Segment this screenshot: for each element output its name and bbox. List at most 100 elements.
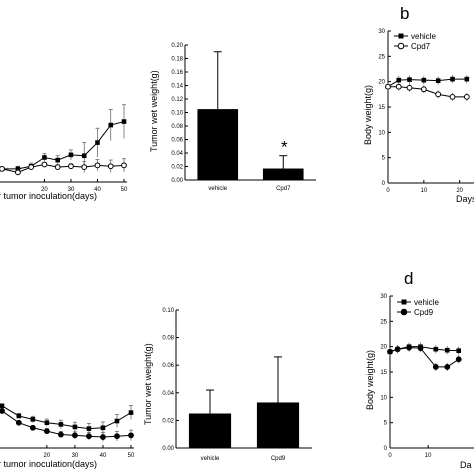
data-point-square — [464, 76, 470, 82]
x-category-label: Cpd9 — [271, 456, 286, 462]
bar-cpd9 — [256, 402, 300, 448]
x-axis-label: Da — [460, 460, 472, 470]
data-point-circle — [15, 169, 21, 176]
y-tick-label: 0.20 — [171, 43, 183, 49]
y-tick-label: 10 — [380, 395, 387, 401]
y-tick-label: 0.18 — [171, 57, 183, 63]
bar-vehicle — [197, 109, 239, 180]
y-tick-label: 15 — [380, 370, 387, 376]
legend-label-vehicle: vehicle — [414, 298, 439, 307]
chart-top-left: 20 30 40 50 r tumor inoculation(days) — [0, 104, 128, 201]
data-point-square — [81, 153, 87, 159]
legend-label-cpd9: Cpd9 — [414, 308, 434, 317]
y-tick-label: 30 — [378, 29, 385, 35]
series-line-square — [1, 405, 132, 430]
y-axis-label: Tumor wet weight(g) — [143, 343, 153, 425]
data-point-square — [16, 413, 22, 419]
significance-star: * — [281, 138, 288, 157]
data-point-square — [128, 410, 134, 415]
x-tick-label: 20 — [456, 188, 463, 194]
data-point-circle — [395, 83, 402, 90]
data-point-square — [407, 77, 412, 82]
x-tick-label: 30 — [72, 453, 79, 459]
series-line-circle — [1, 410, 132, 438]
data-point-circle — [107, 163, 114, 170]
data-point-circle — [406, 84, 413, 91]
data-point-circle — [449, 93, 456, 100]
y-tick-label: 0.08 — [171, 124, 183, 130]
data-point-square — [108, 122, 114, 128]
data-point-circle — [28, 164, 35, 171]
data-point-square — [100, 425, 106, 431]
data-point-circle — [444, 364, 451, 370]
x-tick-label: 50 — [128, 453, 135, 459]
y-tick-label: 0.00 — [162, 446, 174, 452]
y-axis-label: Body weight(g) — [365, 350, 375, 410]
legend-marker-square — [398, 33, 404, 39]
y-tick-label: 0.00 — [171, 178, 183, 184]
data-point-square — [121, 119, 127, 124]
y-tick-label: 0.10 — [162, 308, 174, 314]
y-tick-label: 30 — [380, 294, 387, 300]
data-point-square — [421, 77, 427, 83]
y-tick-label: 15 — [378, 105, 385, 111]
x-tick-label: 20 — [41, 187, 48, 193]
data-point-circle — [0, 165, 5, 172]
x-axis-label: Days — [456, 194, 474, 204]
y-tick-label: 0.04 — [162, 391, 174, 397]
x-tick-label: 20 — [44, 453, 51, 459]
data-point-circle — [417, 345, 424, 352]
data-point-circle — [0, 408, 5, 414]
y-tick-label: 0.14 — [171, 84, 183, 90]
y-tick-label: 0.06 — [162, 363, 174, 369]
data-point-circle — [406, 344, 412, 351]
data-point-circle — [94, 162, 101, 169]
y-tick-label: 0 — [384, 446, 388, 452]
data-point-circle — [29, 424, 36, 431]
y-tick-label: 25 — [380, 319, 387, 325]
data-point-circle — [81, 164, 88, 171]
data-point-circle — [394, 346, 401, 353]
legend-marker-square — [401, 299, 407, 305]
data-point-square — [456, 348, 462, 354]
x-tick-label: 40 — [100, 453, 107, 459]
y-tick-label: 0.06 — [171, 138, 183, 144]
x-category-label: vehicle — [208, 186, 227, 192]
series-line-square — [2, 121, 125, 170]
legend-marker-circle — [397, 42, 405, 50]
data-point-circle — [121, 162, 127, 169]
legend: vehicle Cpd7 — [394, 32, 436, 51]
y-tick-label: 5 — [382, 156, 386, 162]
data-point-circle — [435, 91, 442, 98]
data-point-circle — [128, 432, 134, 439]
x-tick-label: 40 — [94, 187, 101, 193]
x-axis-label: r tumor inoculation(days) — [0, 459, 97, 469]
legend-label-vehicle: vehicle — [411, 32, 436, 41]
y-axis-label: Body weight(g) — [363, 85, 373, 145]
data-point-circle — [463, 93, 470, 100]
panel-letter-d: d — [404, 269, 413, 288]
data-point-square — [42, 155, 47, 160]
bar-vehicle — [188, 413, 232, 448]
legend-marker-circle — [400, 308, 408, 316]
data-point-square — [30, 417, 36, 422]
y-tick-label: 5 — [384, 421, 388, 427]
chart-bottom-right: 0 5 10 15 20 25 30 0 10 Body weight(g) Da vehicl… — [365, 294, 474, 470]
x-tick-label: 10 — [425, 453, 432, 459]
data-point-circle — [100, 434, 106, 440]
bar-cpd7 — [262, 168, 304, 180]
data-point-square — [58, 422, 64, 427]
y-tick-label: 20 — [380, 345, 387, 351]
data-point-square — [450, 76, 455, 82]
y-tick-label: 0.02 — [171, 165, 183, 171]
data-point-circle — [43, 428, 50, 435]
chart-bottom-left: 20 30 40 50 r tumor inoculation(days) — [0, 403, 135, 469]
x-tick-label: 0 — [388, 453, 392, 459]
data-point-square — [433, 346, 439, 352]
data-point-square — [435, 78, 441, 83]
chart-top-right: 0 5 10 15 20 25 30 0 10 20 Body weight(g) Days ve… — [363, 29, 474, 204]
y-tick-label: 0.02 — [162, 418, 174, 424]
data-point-circle — [72, 432, 78, 439]
data-point-circle — [455, 356, 462, 363]
